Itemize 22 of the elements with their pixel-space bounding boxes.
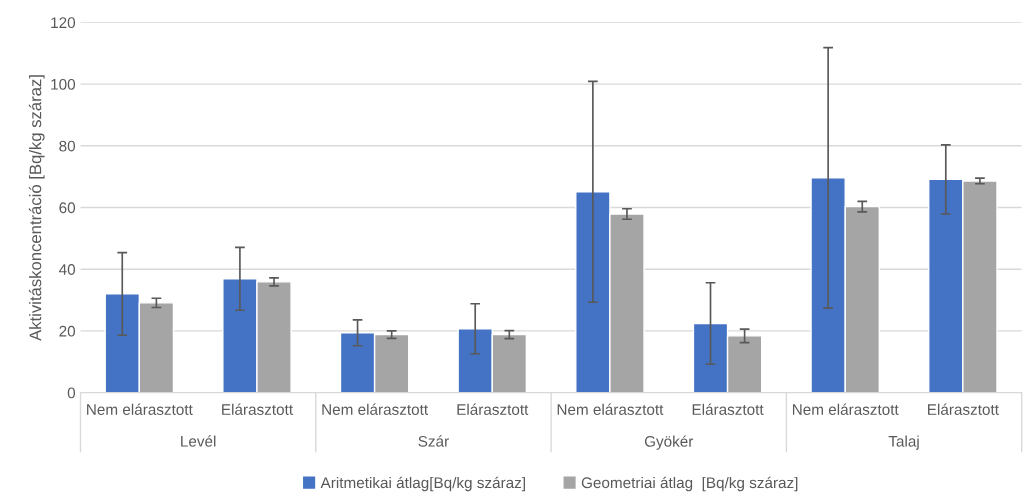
y-axis-title: Aktivitáskoncentráció [Bq/kg száraz] (28, 75, 45, 341)
y-tick-label: 100 (51, 78, 76, 90)
legend-label: Geometriai átlag [Bq/kg száraz] (581, 476, 798, 492)
y-tick-label: 0 (67, 387, 76, 399)
x-tick-label: Elárasztott (928, 403, 999, 415)
y-tick-label: 40 (58, 264, 76, 275)
x-tick-label: Elárasztott (692, 403, 764, 415)
y-tick-label: 120 (51, 17, 76, 29)
y-tick-label: 20 (59, 325, 76, 337)
x-tick-label: Elárasztott (457, 403, 529, 415)
text: Talaj (888, 435, 919, 450)
x-tick-label: Nem elárasztott (87, 403, 193, 415)
legend-label: Aritmetikai átlag[Bq/kg száraz] (320, 476, 525, 492)
text: Gyökér (644, 435, 694, 450)
x-tick-label: Elárasztott (222, 403, 293, 415)
text: Levél (181, 435, 216, 447)
y-tick-label: 80 (59, 140, 76, 152)
x-tick-label: Nem elárasztott (557, 403, 664, 415)
x-tick-label: Nem elárasztott (322, 403, 428, 415)
y-tick-label: 60 (59, 202, 76, 214)
text: Szár (418, 435, 449, 447)
x-tick-label: Nem elárasztott (792, 403, 899, 415)
